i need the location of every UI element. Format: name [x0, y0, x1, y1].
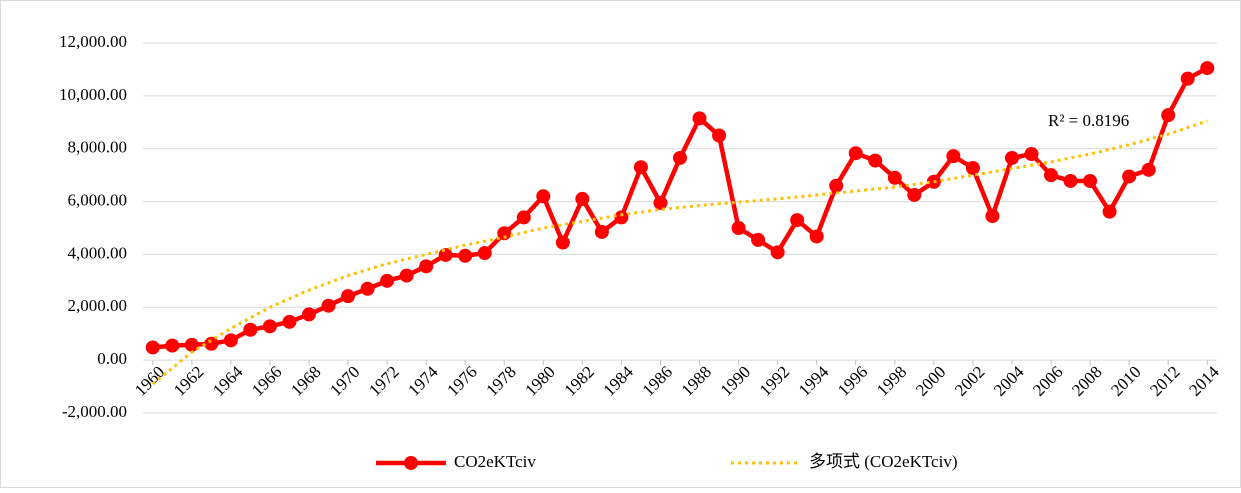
data-point: [419, 259, 434, 274]
data-point: [1083, 173, 1098, 188]
data-point: [458, 248, 473, 263]
data-point: [301, 307, 316, 322]
data-point: [1180, 71, 1195, 86]
data-point: [829, 178, 844, 193]
y-tick-label: 8,000.00: [68, 138, 128, 157]
y-tick-label: 12,000.00: [59, 32, 127, 51]
data-point: [848, 146, 863, 161]
data-point: [1102, 204, 1117, 219]
data-point: [751, 232, 766, 247]
data-point: [282, 314, 297, 329]
data-point: [145, 340, 160, 355]
data-point: [1024, 147, 1039, 161]
y-tick-label: 10,000.00: [59, 85, 127, 104]
data-point: [712, 128, 727, 143]
data-point: [692, 111, 707, 126]
data-point: [1161, 108, 1176, 123]
data-point: [204, 336, 219, 351]
data-point: [633, 160, 648, 175]
trend-line: [151, 119, 1208, 386]
legend-label: 多项式 (CO2eKTciv): [809, 452, 957, 471]
data-point: [165, 338, 180, 353]
annotation: R² = 0.8196: [1048, 111, 1129, 130]
data-point: [985, 209, 1000, 224]
data-point: [477, 246, 492, 261]
data-point: [868, 153, 883, 168]
data-point: [555, 235, 570, 250]
data-point: [673, 150, 687, 165]
y-tick-label: 6,000.00: [68, 190, 128, 209]
data-point: [223, 333, 238, 348]
data-point: [1004, 150, 1019, 165]
data-point: [790, 213, 805, 228]
data-point: [946, 149, 961, 164]
data-point: [770, 245, 785, 260]
data-point: [399, 268, 414, 283]
data-point: [262, 319, 277, 334]
data-point: [1063, 173, 1078, 188]
y-tick-label: 2,000.00: [68, 296, 128, 315]
data-point: [809, 229, 824, 244]
y-tick-label: 0.00: [97, 349, 127, 368]
data-point: [1200, 61, 1215, 76]
data-point: [184, 337, 199, 352]
data-point: [360, 281, 375, 296]
legend-label: CO2eKTciv: [454, 452, 536, 471]
data-point: [380, 273, 395, 288]
y-tick-label: 4,000.00: [68, 243, 128, 262]
data-point: [614, 210, 629, 225]
data-point: [653, 195, 668, 210]
data-point: [907, 187, 922, 202]
data-point: [321, 298, 336, 313]
data-point: [497, 226, 512, 241]
data-point: [536, 189, 551, 204]
data-point: [243, 322, 258, 337]
data-point: [1122, 169, 1137, 184]
legend-marker: [404, 456, 418, 470]
data-point: [1044, 168, 1059, 183]
data-point: [731, 221, 746, 235]
data-point: [887, 170, 902, 185]
y-tick-label: -2,000.00: [62, 402, 127, 421]
data-point: [516, 210, 531, 225]
data-point: [594, 224, 609, 239]
data-point: [575, 191, 590, 206]
data-point: [965, 161, 980, 176]
data-point: [1141, 162, 1156, 177]
data-point: [341, 289, 356, 304]
